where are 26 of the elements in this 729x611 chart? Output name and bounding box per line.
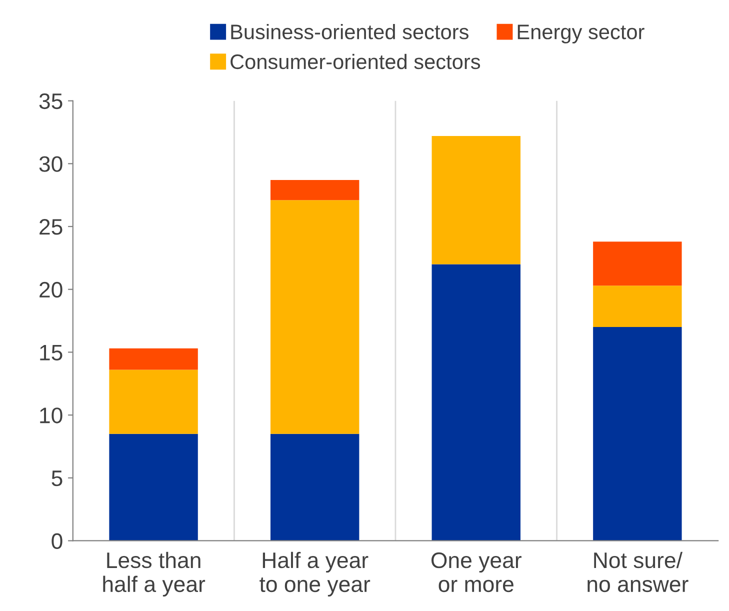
y-tick-label: 15: [40, 344, 62, 360]
bar: [593, 286, 682, 328]
x-tick-label: Less than half a year: [103, 552, 206, 596]
bar: [593, 327, 682, 541]
legend-label: Consumer-oriented sectors: [230, 54, 480, 70]
x-tick-label: Not sure/ no answer: [588, 552, 688, 592]
legend-label: Business-oriented sectors: [231, 24, 468, 40]
y-tick-label: 5: [52, 470, 62, 486]
bar: [432, 136, 520, 264]
bar: [270, 434, 360, 541]
x-tick-label: One year or more: [431, 552, 522, 592]
y-tick-label: 20: [40, 282, 62, 298]
bar: [270, 180, 360, 200]
y-tick-label: 30: [39, 156, 62, 172]
bar: [432, 264, 520, 541]
legend-label: Energy sector: [518, 24, 644, 44]
bar: [270, 200, 360, 434]
y-tick-label: 0: [52, 533, 62, 550]
x-tick-label: Half a year to one year: [260, 552, 370, 596]
bar: [109, 434, 198, 541]
bar: [109, 348, 198, 370]
y-tick-label: 25: [40, 219, 62, 235]
bar: [593, 242, 682, 286]
y-tick-label: 10: [40, 408, 62, 424]
bar: [109, 370, 198, 434]
y-tick-label: 35: [39, 93, 62, 110]
